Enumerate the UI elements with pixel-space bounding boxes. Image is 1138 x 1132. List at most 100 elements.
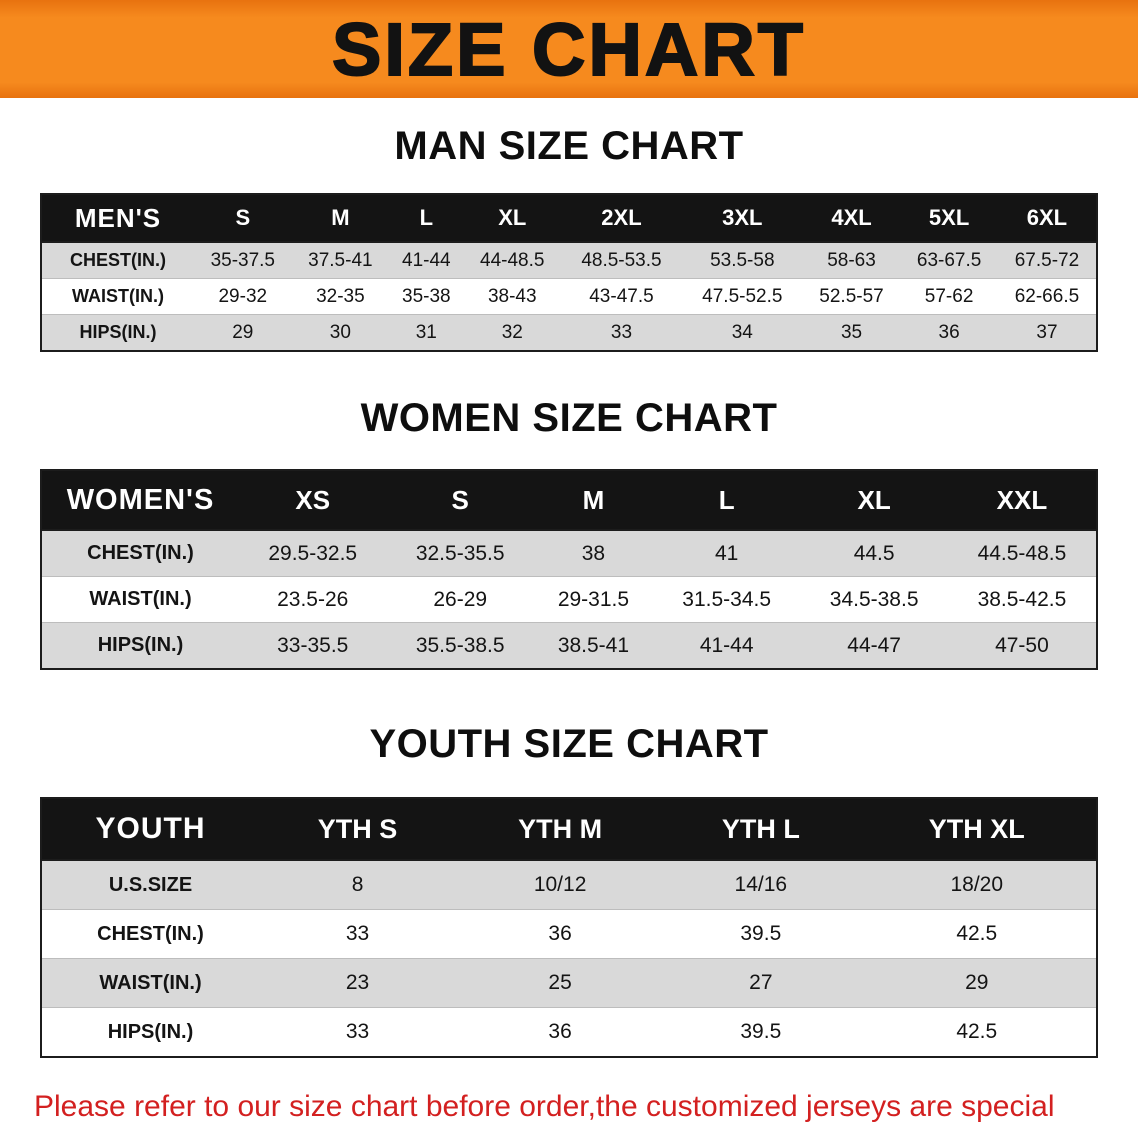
measurement-value-cell: 33 xyxy=(345,1020,370,1043)
table-row: WAIST(IN.) 23 25 27 29 xyxy=(41,958,1097,1008)
measurement-value-cell: 29.5-32.5 xyxy=(239,530,387,577)
measurement-value-cell: 31.5-34.5 xyxy=(652,576,801,623)
row-label-cell: CHEST(IN.) xyxy=(41,909,259,959)
measurement-value-cell: 42.5 xyxy=(857,909,1097,959)
size-header-cell: 5XL xyxy=(900,194,998,243)
measurement-value-cell: 63-67.5 xyxy=(900,242,998,279)
measurement-value-cell: 35.5-38.5 xyxy=(415,633,505,657)
table-header-row: WOMEN'S XS S M L XL XXL xyxy=(41,470,1097,531)
table-row: CHEST(IN.) 33 36 39.5 42.5 xyxy=(41,909,1097,959)
measurement-value-cell: 57-62 xyxy=(900,278,998,315)
measurement-value-cell: 14/16 xyxy=(664,860,858,910)
measurement-value-cell: 31 xyxy=(415,321,437,343)
row-label-cell: CHEST(IN.) xyxy=(41,242,194,279)
measurement-value-cell: 30 xyxy=(329,321,351,343)
size-header-cell: S xyxy=(194,194,292,243)
measurement-value-cell: 38-43 xyxy=(463,278,562,315)
table-row: HIPS(IN.) 33-35.5 35.5-38.5 38.5-41 41-44 44-… xyxy=(41,622,1097,669)
measurement-value-cell: 48.5-53.5 xyxy=(561,242,682,279)
measurement-value-cell: 44.5-48.5 xyxy=(947,530,1097,577)
size-header-cell: 3XL xyxy=(681,194,803,243)
measurement-value-cell: 44-47 xyxy=(847,633,901,657)
measurement-value-cell: 41-44 xyxy=(389,242,464,279)
row-label-cell: WAIST(IN.) xyxy=(41,958,259,1008)
table-row: CHEST(IN.) 35-37.5 37.5-41 41-44 44-48.5 48.5… xyxy=(41,242,1097,279)
measurement-value-cell: 10/12 xyxy=(456,860,665,910)
row-label-cell: WAIST(IN.) xyxy=(41,278,194,315)
table-title-cell: MEN'S xyxy=(41,194,194,243)
measurement-value-cell: 35-38 xyxy=(389,278,464,315)
measurement-value-cell: 34.5-38.5 xyxy=(800,576,948,623)
measurement-value-cell: 38.5-41 xyxy=(557,633,630,657)
size-header-cell: S xyxy=(386,470,534,531)
table-title-cell: YOUTH xyxy=(41,798,259,861)
measurement-value-cell: 44.5 xyxy=(800,530,948,577)
women-section-heading: WOMEN SIZE CHART xyxy=(360,396,778,440)
measurement-value-cell: 37.5-41 xyxy=(291,242,390,279)
table-title-cell: WOMEN'S xyxy=(41,470,239,531)
man-section-heading: MAN SIZE CHART xyxy=(394,124,744,168)
size-header-cell: M xyxy=(291,194,390,243)
measurement-value-cell: 36 xyxy=(938,321,960,343)
measurement-value-cell: 44-48.5 xyxy=(463,242,562,279)
table-row: U.S.SIZE 8 10/12 14/16 18/20 xyxy=(41,860,1097,910)
measurement-value-cell: 32-35 xyxy=(291,278,390,315)
row-label-cell: HIPS(IN.) xyxy=(107,1020,194,1043)
women-size-table: WOMEN'S XS S M L XL XXL CHEST(IN.) 29.5-32.5 32.5… xyxy=(40,469,1098,670)
table-header-row: MEN'S S M L XL 2XL 3XL 4XL 5XL 6XL xyxy=(41,194,1097,243)
measurement-value-cell: 47-50 xyxy=(995,633,1049,657)
table-row: HIPS(IN.) 33 36 39.5 42.5 xyxy=(41,1007,1097,1057)
size-header-cell: 2XL xyxy=(561,194,682,243)
measurement-value-cell: 62-66.5 xyxy=(997,278,1097,315)
measurement-value-cell: 38 xyxy=(533,530,653,577)
banner: SIZE CHART xyxy=(0,0,1138,98)
youth-size-table: YOUTH YTH S YTH M YTH L YTH XL U.S.SIZE 8 10/12… xyxy=(40,797,1098,1058)
measurement-value-cell: 29-32 xyxy=(194,278,292,315)
measurement-value-cell: 35 xyxy=(840,321,863,343)
measurement-value-cell: 32.5-35.5 xyxy=(386,530,534,577)
size-header-cell: XL xyxy=(800,470,948,531)
measurement-value-cell: 32 xyxy=(501,321,523,343)
measurement-value-cell: 39.5 xyxy=(740,1020,782,1043)
measurement-value-cell: 41 xyxy=(652,530,801,577)
size-header-cell: YTH S xyxy=(259,798,457,861)
measurement-value-cell: 27 xyxy=(664,958,858,1008)
size-header-cell: 6XL xyxy=(997,194,1097,243)
size-header-cell: XXL xyxy=(947,470,1097,531)
table-row: WAIST(IN.) 23.5-26 26-29 29-31.5 31.5-34.5 34… xyxy=(41,576,1097,623)
size-header-cell: XL xyxy=(463,194,562,243)
measurement-value-cell: 35-37.5 xyxy=(194,242,292,279)
size-header-cell: L xyxy=(389,194,464,243)
row-label-cell: HIPS(IN.) xyxy=(79,322,157,342)
measurement-value-cell: 39.5 xyxy=(664,909,858,959)
disclaimer: Please refer to our size chart before or… xyxy=(0,1088,1138,1132)
measurement-value-cell: 23.5-26 xyxy=(239,576,387,623)
measurement-value-cell: 42.5 xyxy=(956,1020,998,1043)
measurement-value-cell: 53.5-58 xyxy=(681,242,803,279)
measurement-value-cell: 36 xyxy=(456,909,665,959)
measurement-value-cell: 23 xyxy=(259,958,457,1008)
size-header-cell: YTH L xyxy=(664,798,858,861)
women-size-section: WOMEN SIZE CHART WOMEN'S XS S M L XL XXL CHEST(… xyxy=(0,352,1138,670)
row-label-cell: U.S.SIZE xyxy=(41,860,259,910)
measurement-value-cell: 43-47.5 xyxy=(561,278,682,315)
measurement-value-cell: 25 xyxy=(456,958,665,1008)
measurement-value-cell: 33 xyxy=(259,909,457,959)
size-header-cell: M xyxy=(533,470,653,531)
measurement-value-cell: 38.5-42.5 xyxy=(947,576,1097,623)
table-header-row: YOUTH YTH S YTH M YTH L YTH XL xyxy=(41,798,1097,861)
measurement-value-cell: 29 xyxy=(857,958,1097,1008)
size-header-cell: L xyxy=(652,470,801,531)
youth-section-heading: YOUTH SIZE CHART xyxy=(369,722,769,766)
measurement-value-cell: 33-35.5 xyxy=(277,633,349,657)
size-header-cell: YTH XL xyxy=(857,798,1097,861)
size-header-cell: 4XL xyxy=(802,194,901,243)
size-header-cell: YTH M xyxy=(456,798,665,861)
size-header-cell: XS xyxy=(239,470,387,531)
measurement-value-cell: 34 xyxy=(731,321,753,343)
measurement-value-cell: 37 xyxy=(1036,321,1058,343)
measurement-value-cell: 26-29 xyxy=(386,576,534,623)
youth-size-section: YOUTH SIZE CHART YOUTH YTH S YTH M YTH L YTH… xyxy=(0,670,1138,1058)
measurement-value-cell: 29 xyxy=(232,321,254,343)
